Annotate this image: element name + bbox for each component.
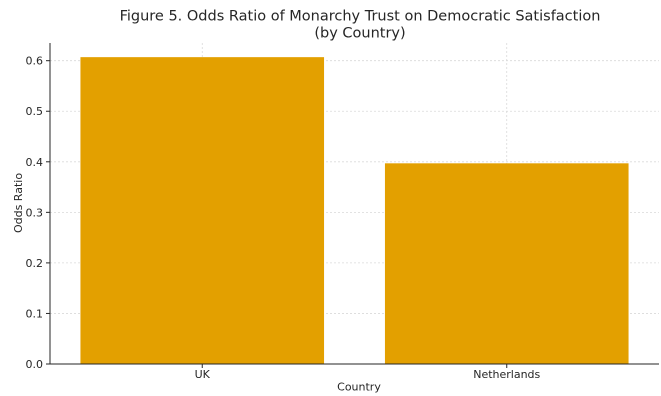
y-tick-label: 0.6 (26, 55, 44, 68)
bars (80, 57, 629, 365)
y-tick-label: 0.1 (26, 307, 44, 320)
chart-title-line-2: (by Country) (314, 26, 405, 42)
y-tick-label: 0.4 (26, 156, 44, 169)
bar-netherlands (384, 163, 629, 364)
x-axis-label: Country (337, 381, 381, 394)
y-axis-label: Odds Ratio (12, 173, 25, 233)
y-tick-label: 0.2 (26, 257, 44, 270)
bar-uk (80, 57, 325, 365)
axes: 0.0 0.1 0.2 0.3 0.4 0.5 0.6 UK Netherlands (26, 43, 659, 381)
y-tick-label: 0.0 (26, 358, 44, 371)
chart-title-line-1: Figure 5. Odds Ratio of Monarchy Trust o… (120, 9, 601, 25)
y-tick-label: 0.5 (26, 105, 44, 118)
x-tick-label: UK (195, 368, 211, 381)
x-tick-label: Netherlands (473, 368, 540, 381)
y-tick-label: 0.3 (26, 206, 44, 219)
